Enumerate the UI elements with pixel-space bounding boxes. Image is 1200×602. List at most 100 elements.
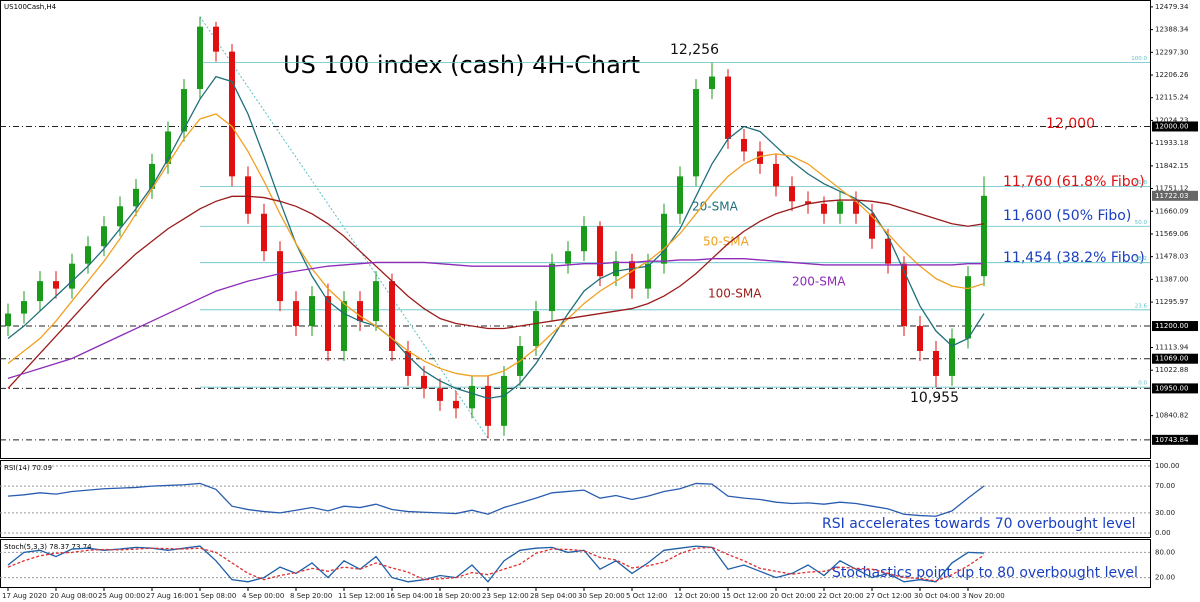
candle-body xyxy=(981,195,987,277)
candle-body xyxy=(965,276,971,339)
sma-label: 50-SMA xyxy=(703,235,750,249)
candle-body xyxy=(261,213,267,252)
sma-label: 20-SMA xyxy=(692,200,739,214)
y-tick-label: 11933.18 xyxy=(1155,139,1188,147)
sma-label: 100-SMA xyxy=(708,287,762,301)
stoch-panel xyxy=(0,539,1151,588)
x-tick-label: 16 Sep 04:00 xyxy=(386,592,433,600)
candle-body xyxy=(453,400,459,409)
sma-line xyxy=(7,75,985,400)
candle-body xyxy=(133,188,139,207)
candle-body xyxy=(565,251,571,264)
candle-body xyxy=(917,326,923,351)
candle-body xyxy=(821,203,827,214)
level-box xyxy=(1152,434,1198,445)
y-tick-label: 11842.15 xyxy=(1155,162,1188,170)
indicator-line xyxy=(7,482,985,517)
x-tick-label: 11 Sep 12:00 xyxy=(338,592,385,600)
candle-body xyxy=(37,281,43,302)
x-tick-label: 17 Aug 2020 xyxy=(2,592,47,600)
y-tick-label: 11113.94 xyxy=(1155,344,1189,352)
candle-body xyxy=(101,226,107,247)
level-label: 10950.00 xyxy=(1155,384,1188,392)
candle-body xyxy=(949,338,955,376)
symbol-label: US100Cash,H4 xyxy=(4,3,57,11)
candle-body xyxy=(549,263,555,312)
candle-body xyxy=(357,301,363,322)
candle-body xyxy=(757,151,763,164)
candle-body xyxy=(5,313,11,327)
x-tick-label: 25 Aug 00:00 xyxy=(98,592,145,600)
x-tick-label: 28 Sep 04:00 xyxy=(530,592,577,600)
x-tick-label: 30 Sep 20:00 xyxy=(578,592,625,600)
candle-body xyxy=(693,89,699,177)
y-tick-label: 11295.97 xyxy=(1155,298,1188,306)
candle-body xyxy=(53,281,59,289)
candle-body xyxy=(197,26,203,90)
candle-body xyxy=(709,76,715,90)
rsi-panel xyxy=(0,460,1151,538)
candle-body xyxy=(341,301,347,351)
y-tick-label: 0.00 xyxy=(1155,529,1171,537)
candle-body xyxy=(149,163,155,189)
level-box xyxy=(1152,353,1198,364)
fib-label: 23.6 xyxy=(1135,303,1148,309)
candle-body xyxy=(501,375,507,426)
y-tick-label: 12388.34 xyxy=(1155,26,1189,34)
candle-body xyxy=(373,281,379,322)
x-tick-label: 15 Oct 12:00 xyxy=(722,592,768,600)
y-tick-label: 11478.03 xyxy=(1155,253,1188,261)
candle-body xyxy=(277,251,283,302)
candle-body xyxy=(597,226,603,277)
stoch-annotation: Stochastics point up to 80 overbought le… xyxy=(832,565,1138,581)
candle-body xyxy=(789,186,795,202)
y-tick-label: 12024.23 xyxy=(1155,116,1188,124)
candle-body xyxy=(613,261,619,277)
indicator-line xyxy=(7,546,985,582)
fib-trend xyxy=(199,16,489,439)
sma-label: 200-SMA xyxy=(792,275,846,289)
candle-body xyxy=(309,296,315,327)
x-tick-label: 20 Oct 20:00 xyxy=(770,592,816,600)
y-tick-label: 100.00 xyxy=(1155,462,1180,470)
last-price-box xyxy=(1152,190,1198,201)
candle-body xyxy=(773,163,779,187)
candle-body xyxy=(485,385,491,426)
chart-title: US 100 index (cash) 4H-Chart xyxy=(283,51,640,79)
candle-body xyxy=(21,301,27,314)
annotation: 11,600 (50% Fibo) xyxy=(1003,208,1131,224)
candle-body xyxy=(661,213,667,264)
candle-body xyxy=(885,238,891,264)
level-box xyxy=(1152,121,1198,132)
candle-body xyxy=(533,311,539,346)
x-tick-label: 18 Sep 20:00 xyxy=(434,592,481,600)
level-label: 11200.00 xyxy=(1155,322,1188,330)
annotation: 12,256 xyxy=(670,42,719,58)
candle-body xyxy=(293,301,299,327)
candle-body xyxy=(69,263,75,289)
y-tick-label: 11022.88 xyxy=(1155,366,1188,374)
fib-label: 50.0 xyxy=(1135,220,1148,226)
y-tick-label: 80.00 xyxy=(1155,548,1175,556)
annotation: 12,000 xyxy=(1046,116,1095,132)
candle-body xyxy=(389,281,395,351)
candle-body xyxy=(421,375,427,389)
last-price-label: 11722.03 xyxy=(1155,192,1188,200)
x-tick-label: 1 Sep 08:00 xyxy=(194,592,236,600)
stoch-title: Stoch(5,3,3) 78.37 73.74 xyxy=(4,543,92,551)
candle-body xyxy=(837,201,843,214)
candle-body xyxy=(437,388,443,401)
candle-body xyxy=(677,176,683,214)
x-tick-label: 4 Sep 00:00 xyxy=(242,592,284,600)
candle-body xyxy=(869,213,875,239)
x-tick-label: 27 Aug 16:00 xyxy=(146,592,193,600)
y-tick-label: 11660.09 xyxy=(1155,207,1188,215)
fib-label: 61.8 xyxy=(1135,180,1148,186)
candle-body xyxy=(581,226,587,252)
candle-body xyxy=(469,385,475,409)
level-label: 11069.00 xyxy=(1155,355,1188,363)
x-tick-label: 23 Sep 12:00 xyxy=(482,592,529,600)
sma-line xyxy=(7,258,984,380)
